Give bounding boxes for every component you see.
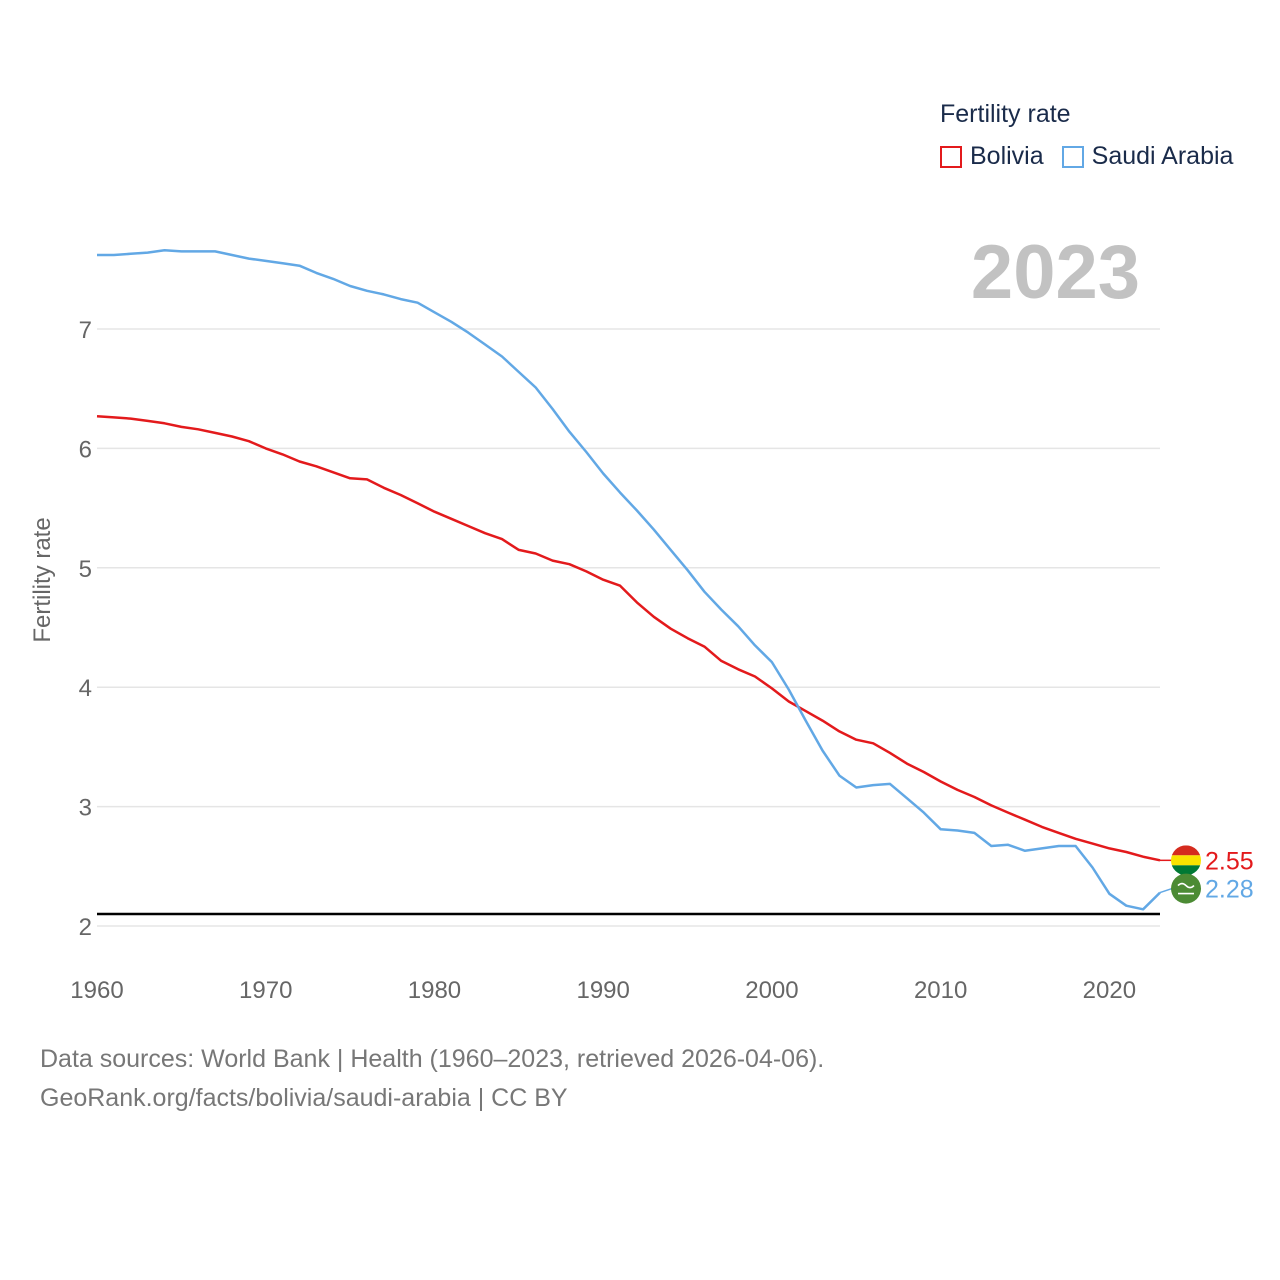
y-tick-label-3: 3 xyxy=(79,795,92,822)
gridlines xyxy=(97,328,1160,927)
legend-swatch-saudi-arabia xyxy=(1061,145,1084,168)
flag-band-green xyxy=(1171,865,1201,876)
legend-swatch-bolivia xyxy=(940,145,962,168)
y-tick-label-4: 4 xyxy=(79,675,92,702)
flag-band-yellow xyxy=(1171,855,1201,866)
flag-band-red xyxy=(1171,845,1201,856)
x-tick-label-1960: 1960 xyxy=(70,977,123,1004)
x-tick-label-1970: 1970 xyxy=(239,977,292,1004)
series-line-bolivia xyxy=(96,414,1161,862)
y-tick-label-5: 5 xyxy=(79,556,92,583)
flag-icon-saudi-arabia xyxy=(1171,873,1201,904)
y-tick-label-7: 7 xyxy=(79,317,92,344)
flag-script-mark xyxy=(1177,882,1195,889)
y-tick-label-2: 2 xyxy=(79,914,92,941)
source-line-2[interactable]: GeoRank.org/facts/bolivia/saudi-arabia |… xyxy=(40,1084,568,1112)
end-markers: 2.552.28 xyxy=(1159,845,1254,904)
legend-item-bolivia[interactable]: Bolivia xyxy=(940,142,1044,171)
x-tick-label-1990: 1990 xyxy=(576,977,629,1004)
x-tick-label-2020: 2020 xyxy=(1083,977,1136,1004)
year-label: 2023 xyxy=(971,230,1140,315)
legend-label-saudi-arabia: Saudi Arabia xyxy=(1091,142,1234,170)
end-label-saudi-arabia: 2.28 xyxy=(1205,876,1254,904)
x-tick-label-2000: 2000 xyxy=(745,977,798,1004)
leader-line-saudi-arabia xyxy=(1159,887,1173,894)
y-tick-label-6: 6 xyxy=(79,436,92,463)
legend-title: Fertility rate xyxy=(940,100,1071,128)
flag-icon-bolivia xyxy=(1171,845,1201,876)
x-tick-labels: 1960 1970 1980 1990 2000 2010 2020 xyxy=(70,977,1136,1004)
end-label-bolivia: 2.55 xyxy=(1205,847,1254,875)
x-tick-label-2010: 2010 xyxy=(914,977,967,1004)
source-line-1: Data sources: World Bank | Health (1960–… xyxy=(40,1045,825,1073)
legend-label-bolivia: Bolivia xyxy=(970,142,1044,170)
series-line-saudi-arabia xyxy=(97,248,1161,911)
y-axis-title: Fertility rate xyxy=(29,517,56,642)
series-lines xyxy=(96,248,1161,911)
legend: Bolivia Saudi Arabia xyxy=(940,142,1251,171)
y-tick-labels: 2 3 4 5 6 7 xyxy=(79,317,92,941)
x-tick-label-1980: 1980 xyxy=(408,977,461,1004)
legend-item-saudi-arabia[interactable]: Saudi Arabia xyxy=(1061,142,1234,171)
